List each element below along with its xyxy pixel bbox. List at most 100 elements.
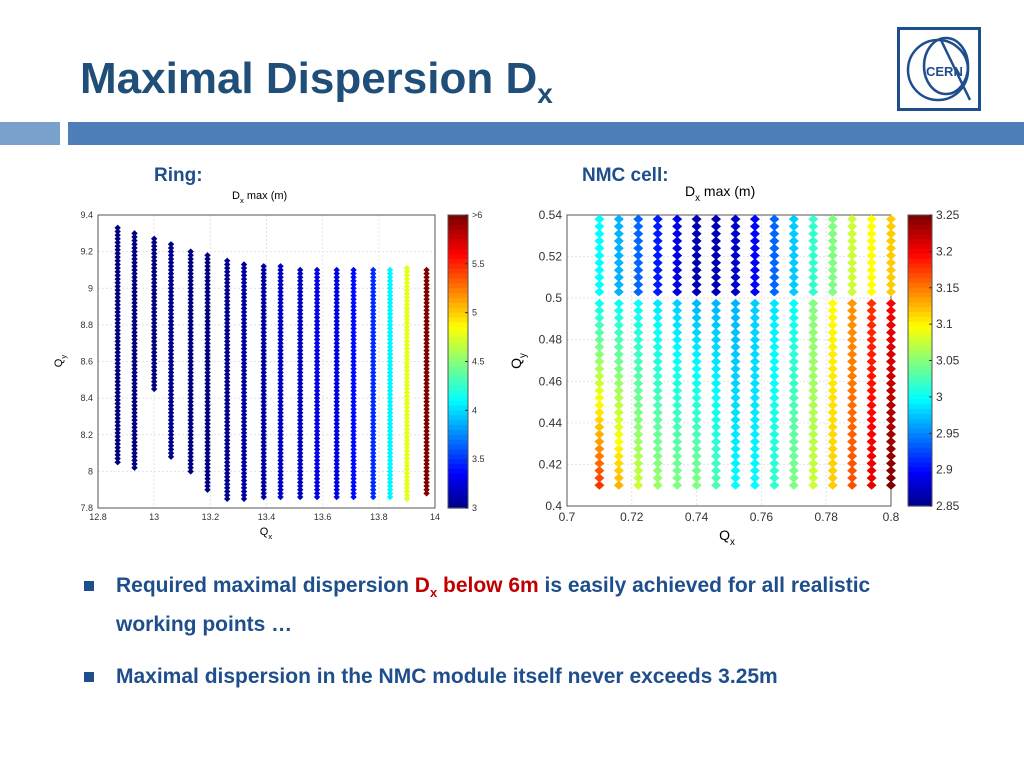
data-point — [131, 285, 138, 292]
data-point — [204, 383, 211, 391]
data-point — [277, 438, 284, 446]
data-point — [711, 298, 722, 308]
colorbar-segment — [908, 355, 932, 362]
data-point — [204, 336, 211, 343]
data-point — [788, 364, 799, 374]
data-point — [131, 329, 138, 336]
data-point — [313, 442, 321, 449]
colorbar-segment — [908, 341, 932, 347]
data-point — [370, 468, 377, 475]
data-point — [114, 261, 121, 268]
data-point — [114, 297, 121, 305]
data-point — [672, 265, 683, 275]
data-point — [711, 429, 722, 439]
data-point — [423, 409, 430, 416]
data-point — [711, 480, 722, 490]
data-point — [313, 405, 321, 413]
nmc-label: NMC cell: — [582, 165, 669, 186]
data-point — [240, 480, 248, 488]
colorbar-segment — [908, 244, 932, 250]
data-point — [114, 246, 121, 253]
data-point — [403, 279, 411, 286]
colorbar-segment — [908, 457, 932, 463]
data-point — [277, 314, 284, 321]
data-point — [333, 318, 340, 325]
data-point — [769, 407, 780, 417]
data-point — [131, 394, 138, 402]
data-point — [350, 446, 357, 453]
colorbar-segment — [908, 389, 932, 396]
data-point — [827, 214, 838, 224]
data-point — [423, 490, 430, 497]
data-point — [386, 387, 394, 394]
data-point — [672, 393, 683, 403]
data-point — [297, 413, 304, 420]
ring-dispersion-chart: 12.8 13 13.2 13.4 13.6 13.8 147.888.28.48.68.8… — [53, 190, 485, 541]
data-point — [730, 437, 741, 447]
data-point — [652, 407, 663, 417]
data-point — [594, 236, 605, 246]
nmc-dispersion-chart: 0.7 0.72 0.74 0.76 0.78 0.80.40.420.440.460.4… — [508, 183, 960, 548]
data-point — [114, 250, 121, 257]
data-point — [691, 400, 702, 410]
data-point — [333, 277, 340, 285]
data-point — [297, 318, 304, 325]
data-point — [711, 422, 722, 432]
data-point — [260, 435, 267, 442]
data-point — [204, 329, 211, 336]
colorbar-segment — [908, 438, 932, 444]
data-point — [423, 285, 430, 292]
data-point — [131, 409, 138, 416]
data-point — [403, 367, 411, 374]
data-point — [297, 486, 304, 493]
data-point — [204, 387, 211, 394]
x-tick-label: 0.7 — [559, 510, 576, 524]
bullet-item: Maximal dispersion in the NMC module its… — [84, 661, 944, 693]
colorbar-segment — [908, 268, 932, 274]
data-point — [187, 376, 194, 384]
data-point — [711, 229, 722, 239]
data-point — [403, 338, 411, 345]
data-point — [749, 298, 760, 308]
data-point — [808, 251, 819, 261]
data-point — [297, 292, 304, 299]
data-point — [613, 313, 624, 323]
data-point — [403, 341, 411, 349]
data-point — [370, 460, 377, 468]
data-point — [633, 306, 644, 316]
data-point — [223, 338, 231, 345]
data-point — [847, 342, 858, 352]
data-point — [131, 354, 138, 362]
data-point — [204, 361, 211, 369]
data-point — [847, 349, 858, 359]
data-point — [187, 380, 194, 387]
data-point — [788, 429, 799, 439]
data-point — [204, 435, 211, 442]
data-point — [187, 310, 194, 318]
data-point — [131, 398, 138, 405]
data-point — [788, 400, 799, 410]
data-point — [633, 407, 644, 417]
data-point — [613, 236, 624, 246]
data-point — [297, 391, 304, 398]
colorbar-segment — [908, 384, 932, 391]
data-point — [769, 298, 780, 308]
colorbar-segment — [448, 488, 468, 494]
data-point — [114, 451, 121, 459]
data-point — [711, 265, 722, 275]
data-point — [652, 327, 663, 337]
data-point — [187, 431, 194, 438]
data-point — [808, 371, 819, 381]
data-point — [223, 352, 231, 360]
data-point — [223, 426, 231, 433]
data-point — [167, 391, 175, 398]
data-point — [886, 221, 896, 231]
data-point — [652, 335, 663, 345]
data-point — [370, 318, 377, 325]
data-point — [277, 358, 284, 365]
colorbar-segment — [448, 498, 468, 504]
data-point — [769, 466, 780, 476]
data-point — [297, 453, 304, 460]
data-point — [350, 303, 357, 310]
data-point — [808, 378, 819, 388]
